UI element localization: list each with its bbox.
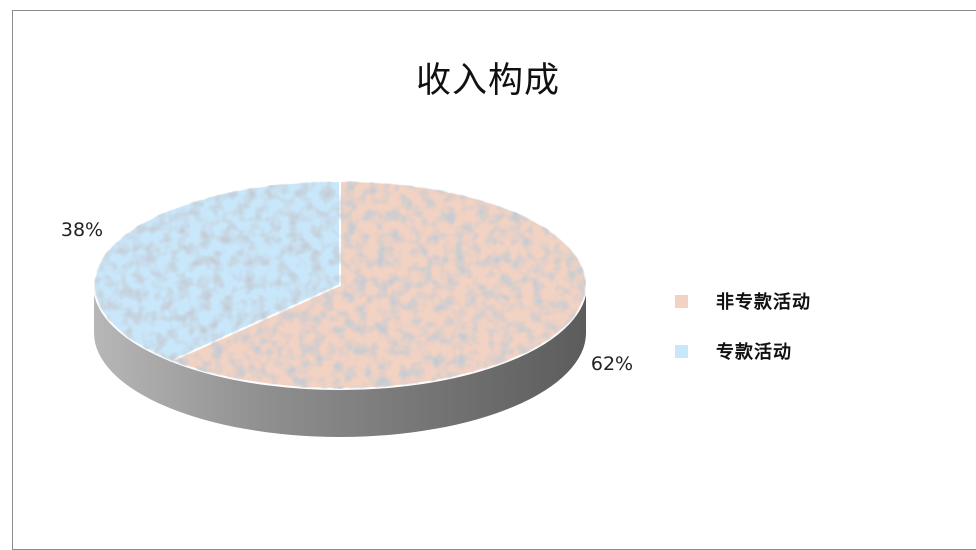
pie-slice-texture	[171, 181, 586, 389]
pie-data-label: 62%	[591, 353, 633, 375]
legend-item-non-earmarked: 非专款活动	[675, 276, 811, 326]
legend-label: 专款活动	[716, 342, 792, 363]
pie-chart: 62% 38%	[61, 179, 633, 437]
legend-label: 非专款活动	[716, 292, 811, 313]
chart-title: 收入构成	[415, 61, 560, 101]
legend-swatch	[675, 294, 688, 308]
pie-slice-texture	[93, 181, 341, 361]
legend-swatch	[675, 344, 688, 358]
legend-item-earmarked: 专款活动	[675, 326, 811, 376]
pie-data-label: 38%	[61, 219, 103, 241]
legend: 非专款活动 专款活动	[675, 276, 811, 376]
pie-side-wall	[94, 285, 586, 437]
